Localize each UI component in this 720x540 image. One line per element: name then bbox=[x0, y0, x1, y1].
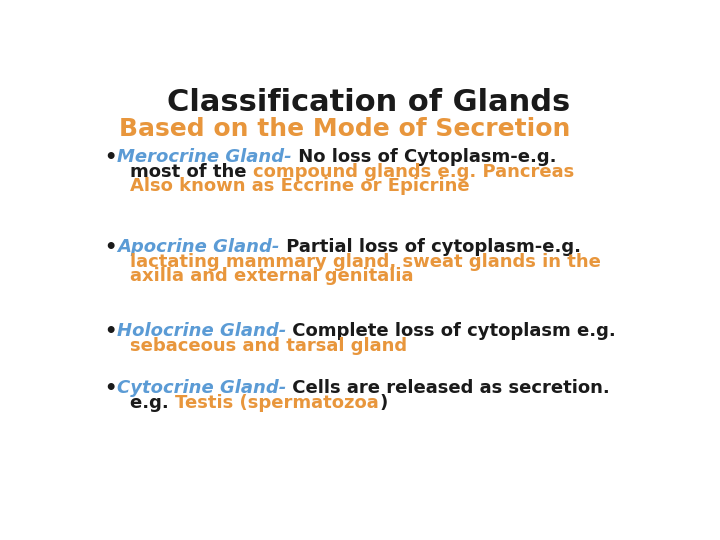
Text: •: • bbox=[104, 238, 117, 257]
Text: Merocrine Gland-: Merocrine Gland- bbox=[117, 148, 292, 166]
Text: ): ) bbox=[379, 394, 387, 411]
Text: lactating mammary gland, sweat glands in the: lactating mammary gland, sweat glands in… bbox=[130, 253, 601, 271]
Text: Also known as Eccrine or Epicrine: Also known as Eccrine or Epicrine bbox=[130, 177, 470, 195]
Text: •: • bbox=[104, 148, 117, 167]
Text: •: • bbox=[104, 379, 117, 398]
Text: Apocrine Gland-: Apocrine Gland- bbox=[117, 238, 279, 256]
Text: Complete loss of cytoplasm e.g.: Complete loss of cytoplasm e.g. bbox=[287, 322, 616, 340]
Text: axilla and external genitalia: axilla and external genitalia bbox=[130, 267, 414, 285]
Text: compound glands e.g. Pancreas: compound glands e.g. Pancreas bbox=[253, 163, 575, 180]
Text: Cytocrine Gland-: Cytocrine Gland- bbox=[117, 379, 287, 397]
Text: Testis (spermatozoa: Testis (spermatozoa bbox=[175, 394, 379, 411]
Text: Holocrine Gland-: Holocrine Gland- bbox=[117, 322, 287, 340]
Text: Classification of Glands: Classification of Glands bbox=[167, 88, 571, 117]
Text: Partial loss of cytoplasm-e.g.: Partial loss of cytoplasm-e.g. bbox=[279, 238, 580, 256]
Text: Cells are released as secretion.: Cells are released as secretion. bbox=[287, 379, 610, 397]
Text: No loss of Cytoplasm-e.g.: No loss of Cytoplasm-e.g. bbox=[292, 148, 557, 166]
Text: e.g.: e.g. bbox=[130, 394, 175, 411]
Text: Based on the Mode of Secretion: Based on the Mode of Secretion bbox=[120, 117, 571, 141]
Text: most of the: most of the bbox=[130, 163, 253, 180]
Text: sebaceous and tarsal gland: sebaceous and tarsal gland bbox=[130, 336, 408, 355]
Text: •: • bbox=[104, 322, 117, 341]
